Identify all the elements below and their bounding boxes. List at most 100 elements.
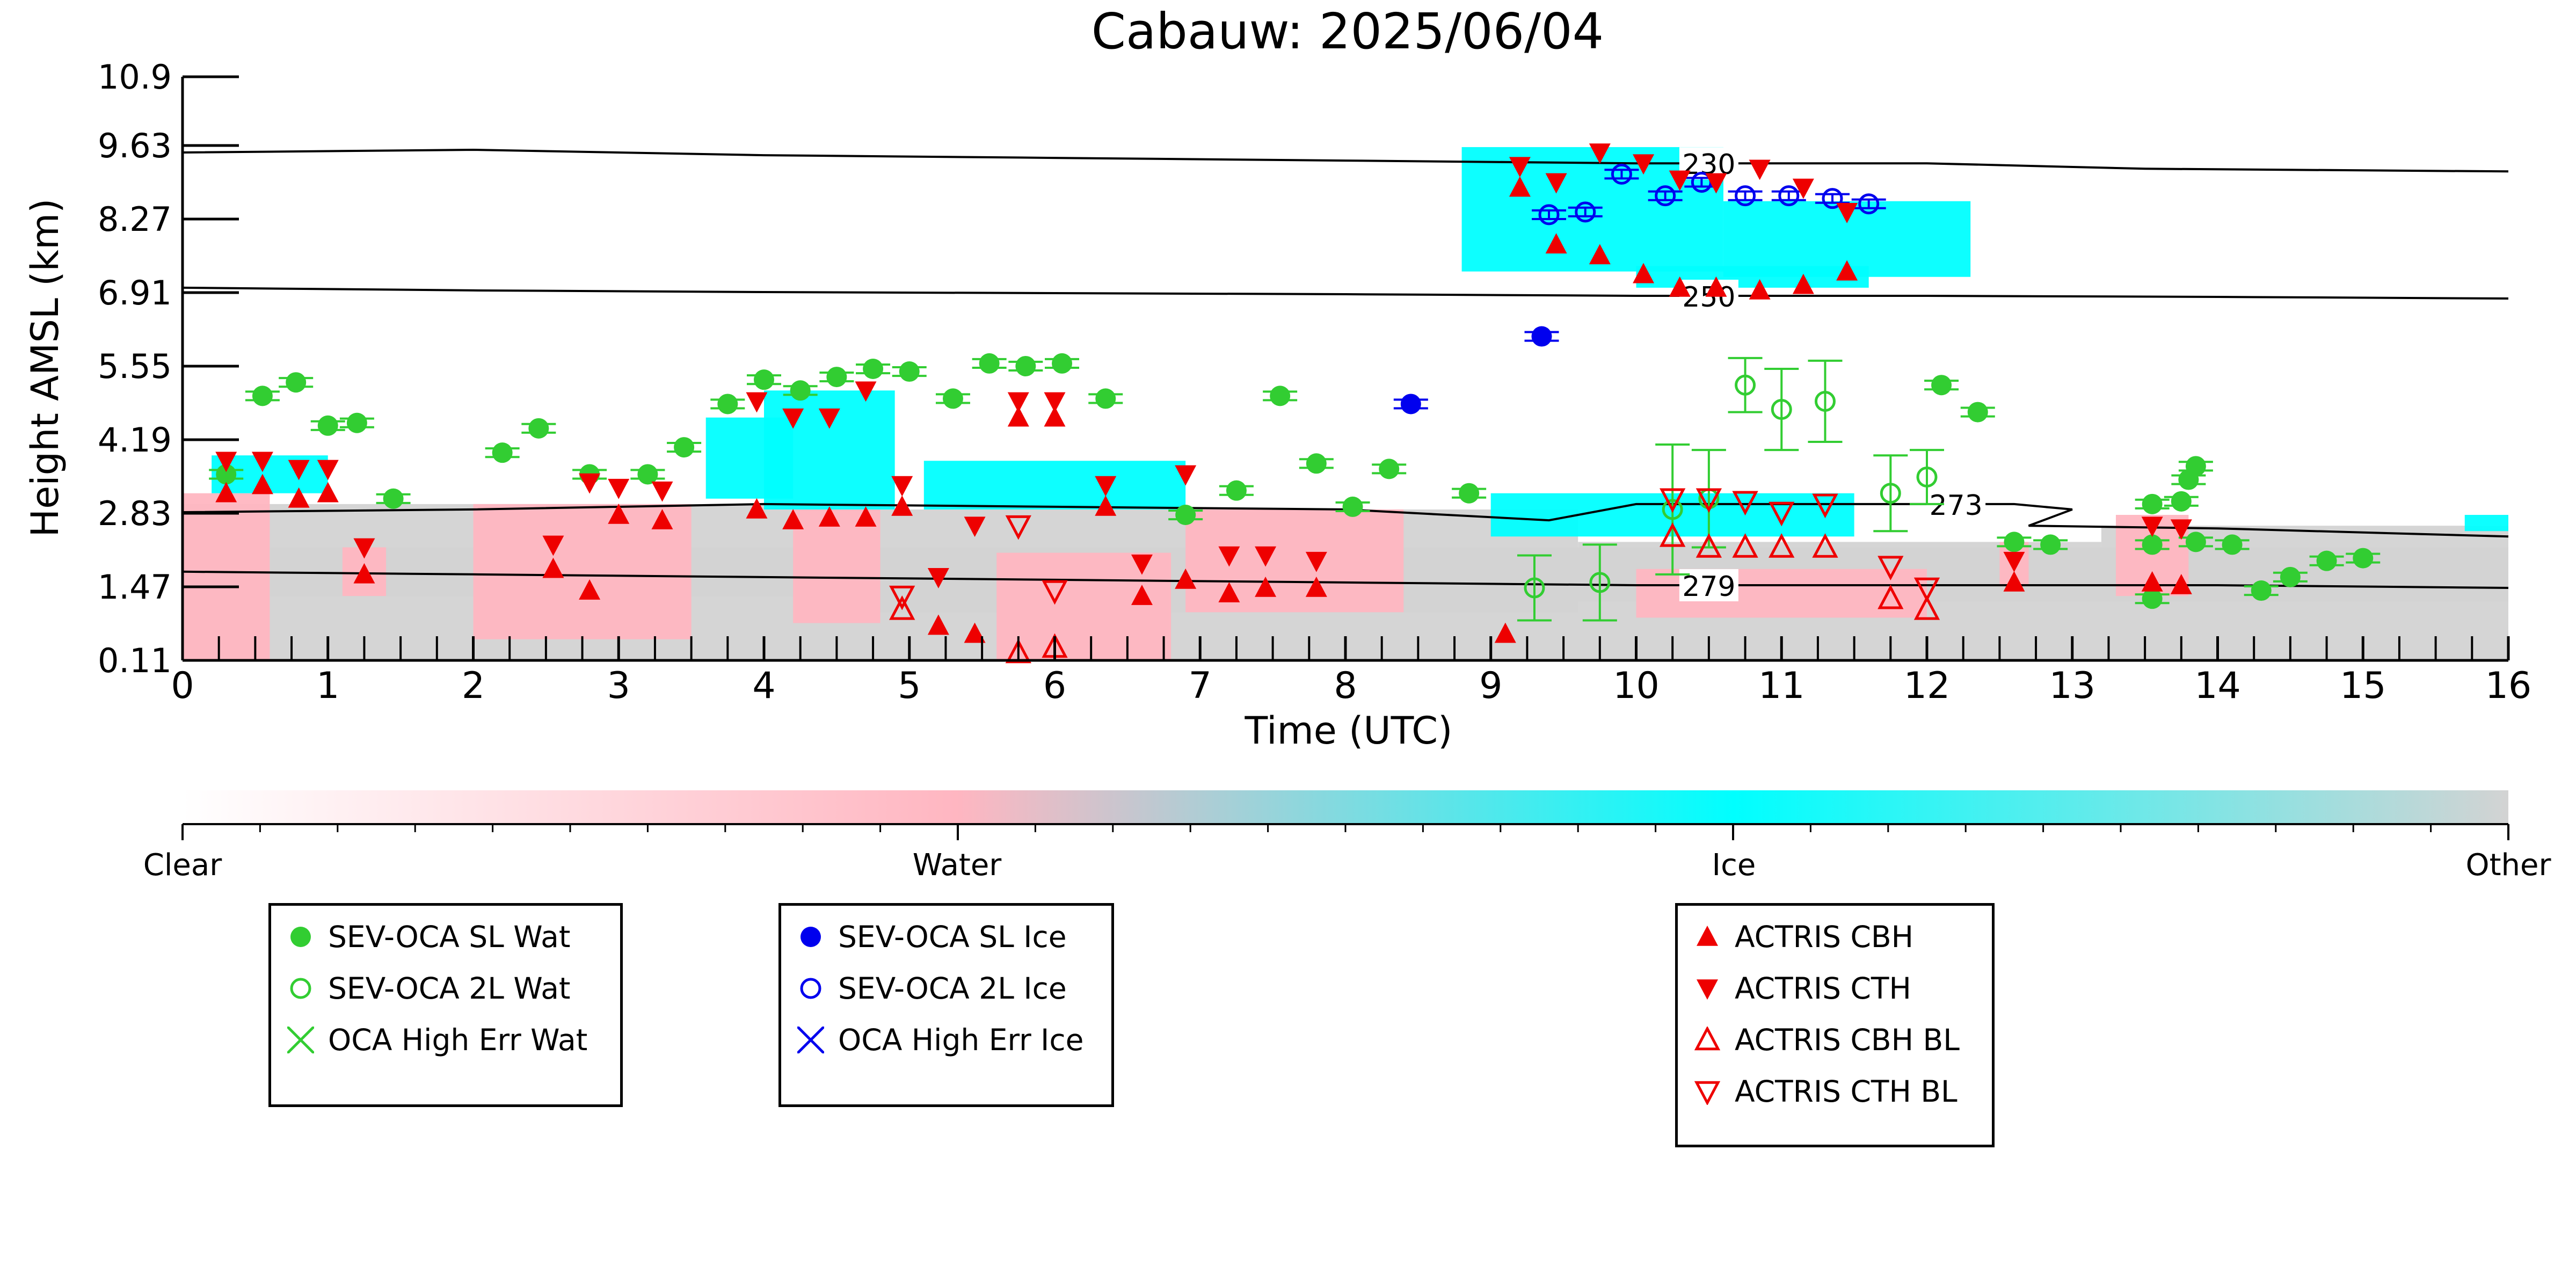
sev-oca-sl-wat-point	[1095, 388, 1116, 409]
actris-cbh-point	[353, 563, 375, 584]
sev-oca-2l-wat-error-bar	[1691, 449, 1726, 549]
sev-oca-sl-wat-point	[1015, 355, 1036, 376]
sev-oca-sl-wat-point	[2040, 534, 2061, 555]
sev-oca-sl-wat-point	[1342, 496, 1363, 517]
sev-oca-2l-wat-point	[1916, 466, 1938, 487]
actris-cth-point	[1131, 554, 1153, 575]
actris-cbh-point	[2003, 571, 2025, 592]
legend-marker	[290, 927, 311, 947]
legend-marker	[801, 927, 821, 947]
isotherm-label: 250	[1682, 281, 1735, 314]
actris-cbh-point	[855, 506, 877, 527]
actris-cth-bl-point	[1812, 493, 1838, 519]
x-tick-label: 14	[2194, 665, 2241, 707]
legend-marker	[287, 1027, 314, 1053]
sev-oca-sl-wat-point	[346, 412, 367, 433]
legend-marker-icon	[1694, 1081, 1721, 1105]
x-tick-label: 7	[1189, 665, 1212, 707]
sev-oca-sl-wat-point	[2353, 548, 2374, 569]
sev-oca-2l-wat-point	[1880, 483, 1901, 504]
sev-oca-sl-wat-point	[528, 418, 549, 439]
sev-oca-sl-wat-point	[1931, 375, 1952, 396]
actris-cbh-point	[2141, 571, 2163, 592]
actris-cbh-point	[1095, 495, 1117, 516]
actris-cth-point	[608, 478, 630, 499]
sev-oca-sl-wat-point	[2185, 532, 2206, 552]
sev-oca-2l-ice-point	[1575, 201, 1596, 223]
x-tick-label: 10	[1613, 665, 1660, 707]
sev-oca-2l-wat-error-bar	[1764, 368, 1799, 452]
legend-label: SEV-OCA SL Ice	[838, 920, 1067, 954]
actris-cbh-point	[964, 622, 986, 643]
actris-cbh-point	[782, 509, 804, 529]
sev-oca-sl-wat-point	[637, 464, 658, 485]
legend-marker-icon	[287, 1027, 314, 1053]
sev-oca-sl-wat-point	[2171, 491, 2192, 512]
sev-oca-2l-ice-error-bar	[1532, 209, 1567, 220]
actris-cth-bl-point	[1769, 501, 1795, 527]
sev-oca-2l-ice-point	[1655, 185, 1676, 207]
legend-water: SEV-OCA SL Wat SEV-OCA 2L Wat OCA High Err…	[268, 903, 623, 1107]
sev-oca-sl-wat-point	[317, 415, 338, 436]
legend-entry: ACTRIS CBH	[1694, 915, 1913, 958]
y-tick-label: 8.27	[98, 200, 172, 239]
y-tick-label: 4.19	[98, 420, 172, 460]
sev-oca-sl-wat-point	[1175, 505, 1196, 526]
legend-actris: ACTRIS CBH ACTRIS CTH ACTRIS CBH BL ACTRIS …	[1675, 903, 1995, 1147]
isotherm-line-279	[182, 570, 2509, 589]
sev-oca-2l-wat-point	[1662, 499, 1683, 520]
x-tick-label: 1	[316, 665, 339, 707]
y-tick-label: 0.11	[98, 641, 172, 680]
sev-oca-sl-wat-point	[899, 361, 920, 382]
sev-oca-sl-wat-point	[717, 394, 738, 414]
sev-oca-sl-wat-point	[2251, 580, 2272, 601]
colorbar-label: Ice	[1712, 848, 1756, 883]
actris-cth-point	[818, 408, 840, 429]
legend-label: SEV-OCA 2L Wat	[328, 971, 571, 1006]
sev-oca-2l-ice-error-bar	[1604, 169, 1639, 180]
actris-cth-point	[1255, 546, 1277, 567]
legend-entry: SEV-OCA 2L Ice	[797, 967, 1067, 1010]
actris-cth-point	[1095, 476, 1117, 497]
actris-cth-point	[1669, 170, 1691, 191]
actris-cbh-point	[1545, 233, 1567, 254]
actris-cbh-bl-point	[1005, 638, 1031, 664]
actris-cth-point	[1509, 157, 1531, 178]
actris-cth-bl-point	[1005, 515, 1031, 540]
legend-marker-icon	[1697, 979, 1718, 1000]
sev-oca-sl-wat-point	[826, 367, 847, 388]
actris-cth-point	[782, 408, 804, 429]
actris-cth-point	[1792, 178, 1814, 199]
actris-cth-point	[746, 392, 768, 413]
actris-cbh-point	[1633, 263, 1655, 283]
sev-oca-sl-wat-point	[1052, 353, 1073, 374]
sev-oca-2l-ice-point	[1778, 185, 1800, 207]
actris-cbh-point	[1705, 276, 1727, 297]
legend-marker	[1697, 979, 1718, 1000]
y-tick-label: 6.91	[98, 273, 172, 312]
mask-region-ice	[764, 390, 895, 510]
sev-oca-2l-ice-point	[1611, 163, 1632, 185]
actris-cth-point	[964, 516, 986, 537]
legend-marker	[1694, 1027, 1721, 1051]
actris-cbh-point	[1255, 577, 1277, 597]
y-tick-label: 1.47	[98, 567, 172, 607]
y-tick-label: 10.9	[98, 57, 172, 97]
legend-marker-icon	[801, 927, 821, 947]
x-tick-label: 6	[1043, 665, 1066, 707]
actris-cbh-point	[1131, 585, 1153, 605]
actris-cbh-bl-point	[1878, 584, 1904, 609]
legend-label: ACTRIS CTH	[1735, 971, 1911, 1006]
sev-oca-sl-wat-point	[1967, 402, 1988, 423]
actris-cbh-point	[1305, 577, 1327, 597]
actris-cth-point	[1044, 392, 1066, 413]
y-tick-label: 2.83	[98, 494, 172, 533]
actris-cbh-bl-point	[1732, 533, 1758, 558]
mask-region-ice	[1636, 266, 1869, 288]
actris-cth-point	[1305, 551, 1327, 572]
sev-oca-2l-wat-point	[1771, 399, 1792, 420]
actris-cbh-point	[1218, 582, 1240, 602]
actris-cth-point	[579, 473, 601, 494]
sev-oca-2l-wat-error-bar	[1517, 554, 1552, 622]
actris-cth-bl-point	[1732, 491, 1758, 516]
